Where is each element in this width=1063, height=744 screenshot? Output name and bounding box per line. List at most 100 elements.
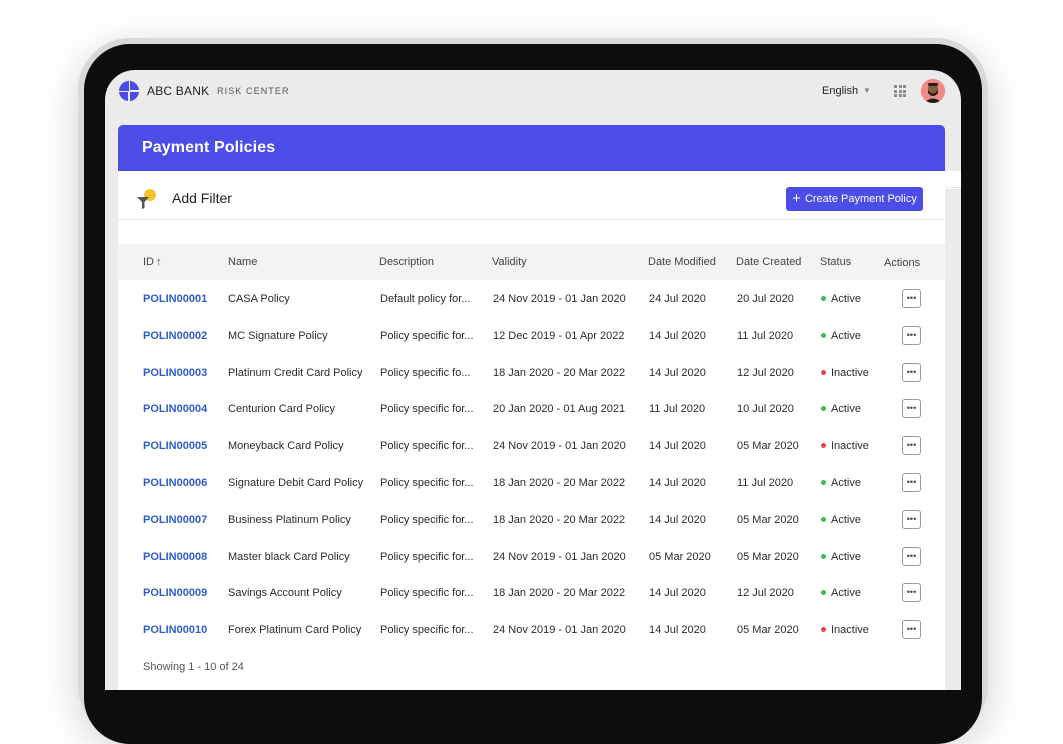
table-row[interactable]: POLIN00010 Forex Platinum Card Policy Po… bbox=[118, 611, 945, 648]
table-row[interactable]: POLIN00003 Platinum Credit Card Policy P… bbox=[118, 354, 945, 391]
bank-logo-icon bbox=[119, 81, 139, 101]
pagination-summary: Showing 1 - 10 of 24 bbox=[143, 661, 244, 673]
policy-validity: 24 Nov 2019 - 01 Jan 2020 bbox=[493, 293, 626, 305]
status-badge: Active bbox=[821, 587, 861, 599]
table-row[interactable]: POLIN00002 MC Signature Policy Policy sp… bbox=[118, 317, 945, 354]
policy-id-link[interactable]: POLIN00003 bbox=[143, 366, 208, 379]
status-badge: Inactive bbox=[821, 367, 869, 379]
policy-id-link[interactable]: POLIN00001 bbox=[143, 293, 208, 305]
row-actions-button[interactable]: ••• bbox=[902, 362, 921, 382]
filter-icon[interactable] bbox=[135, 187, 159, 211]
policy-validity: 18 Jan 2020 - 20 Mar 2022 bbox=[493, 513, 626, 526]
policy-date-created: 11 Jul 2020 bbox=[737, 329, 794, 342]
row-actions-button[interactable]: ••• bbox=[902, 472, 921, 492]
policy-description: Default policy for... bbox=[380, 293, 471, 305]
table-row[interactable]: POLIN00007 Business Platinum Policy Poli… bbox=[118, 501, 945, 538]
status-label: Active bbox=[831, 403, 861, 416]
row-actions-button[interactable]: ••• bbox=[902, 620, 921, 640]
create-payment-policy-button[interactable]: + Create Payment Policy bbox=[786, 187, 923, 211]
apps-grid-icon[interactable] bbox=[894, 85, 906, 97]
table-row[interactable]: POLIN00008 Master black Card Policy Poli… bbox=[118, 538, 945, 575]
policy-date-created: 05 Mar 2020 bbox=[737, 440, 799, 453]
policy-validity: 18 Jan 2020 - 20 Mar 2022 bbox=[493, 587, 626, 600]
status-badge: Active bbox=[821, 293, 861, 305]
policy-date-created: 10 Jul 2020 bbox=[737, 403, 794, 416]
column-header-status[interactable]: Status bbox=[820, 256, 852, 268]
policy-name: MC Signature Policy bbox=[228, 329, 328, 342]
column-header-date-modified[interactable]: Date Modified bbox=[648, 256, 716, 268]
add-filter-button[interactable]: Add Filter bbox=[172, 190, 232, 206]
policy-id-link[interactable]: POLIN00010 bbox=[143, 624, 208, 637]
status-dot-icon bbox=[821, 332, 826, 338]
policy-description: Policy specific fo... bbox=[380, 366, 471, 379]
status-dot-icon bbox=[821, 369, 826, 375]
column-header-date-created[interactable]: Date Created bbox=[736, 256, 802, 268]
app-screen: ABC BANK RISK CENTER English ▼ Payment P… bbox=[105, 70, 961, 690]
filter-bar: Add Filter + Create Payment Policy bbox=[118, 171, 945, 220]
policy-id-link[interactable]: POLIN00002 bbox=[143, 329, 208, 342]
column-header-id[interactable]: ID ↑ bbox=[143, 256, 162, 268]
row-actions-button[interactable]: ••• bbox=[902, 325, 921, 345]
policy-date-modified: 14 Jul 2020 bbox=[649, 513, 706, 526]
table-row[interactable]: POLIN00005 Moneyback Card Policy Policy … bbox=[118, 427, 945, 464]
chevron-down-icon[interactable]: ▼ bbox=[863, 86, 871, 95]
policy-validity: 24 Nov 2019 - 01 Jan 2020 bbox=[493, 440, 626, 453]
status-badge: Active bbox=[821, 330, 861, 342]
policy-description: Policy specific for... bbox=[380, 476, 474, 489]
sort-ascending-icon[interactable]: ↑ bbox=[156, 256, 162, 268]
policy-date-modified: 14 Jul 2020 bbox=[649, 624, 706, 637]
column-header-validity[interactable]: Validity bbox=[492, 256, 527, 268]
policy-date-modified: 14 Jul 2020 bbox=[649, 329, 706, 342]
status-dot-icon bbox=[821, 590, 826, 596]
card-edge bbox=[945, 171, 961, 189]
policy-name: Savings Account Policy bbox=[228, 587, 342, 600]
table-row[interactable]: POLIN00006 Signature Debit Card Policy P… bbox=[118, 464, 945, 501]
policy-name: Moneyback Card Policy bbox=[228, 440, 344, 453]
policy-id-link[interactable]: POLIN00005 bbox=[143, 440, 208, 453]
policy-date-modified: 05 Mar 2020 bbox=[649, 550, 711, 563]
policy-date-modified: 24 Jul 2020 bbox=[649, 293, 706, 305]
row-actions-button[interactable]: ••• bbox=[902, 509, 921, 529]
status-badge: Inactive bbox=[821, 624, 869, 636]
table-row[interactable]: POLIN00009 Savings Account Policy Policy… bbox=[118, 574, 945, 611]
policy-id-link[interactable]: POLIN00008 bbox=[143, 550, 208, 563]
status-label: Active bbox=[831, 587, 861, 600]
status-label: Active bbox=[831, 293, 861, 305]
table-row[interactable]: POLIN00004 Centurion Card Policy Policy … bbox=[118, 390, 945, 427]
policy-validity: 24 Nov 2019 - 01 Jan 2020 bbox=[493, 550, 626, 563]
policy-description: Policy specific for... bbox=[380, 550, 474, 563]
divider bbox=[945, 187, 961, 188]
policy-id-link[interactable]: POLIN00004 bbox=[143, 403, 208, 416]
column-header-name[interactable]: Name bbox=[228, 256, 258, 268]
table-row[interactable]: POLIN00001 CASA Policy Default policy fo… bbox=[118, 280, 945, 317]
policy-validity: 18 Jan 2020 - 20 Mar 2022 bbox=[493, 476, 626, 489]
row-actions-button[interactable]: ••• bbox=[902, 546, 921, 566]
create-payment-policy-label: Create Payment Policy bbox=[804, 193, 917, 205]
product-name: RISK CENTER bbox=[217, 86, 290, 96]
policy-id-link[interactable]: POLIN00007 bbox=[143, 513, 208, 526]
policy-name: Forex Platinum Card Policy bbox=[228, 624, 362, 637]
policy-id-link[interactable]: POLIN00006 bbox=[143, 476, 208, 489]
policy-description: Policy specific for... bbox=[380, 329, 474, 342]
row-actions-button[interactable]: ••• bbox=[902, 436, 921, 456]
row-actions-button[interactable]: ••• bbox=[902, 289, 921, 308]
status-dot-icon bbox=[821, 296, 826, 301]
status-label: Active bbox=[831, 550, 861, 563]
top-bar: ABC BANK RISK CENTER English ▼ bbox=[105, 70, 961, 114]
policy-date-created: 11 Jul 2020 bbox=[737, 476, 794, 489]
status-dot-icon bbox=[821, 406, 826, 412]
user-avatar[interactable] bbox=[921, 79, 945, 103]
language-selector[interactable]: English bbox=[822, 85, 859, 97]
column-header-description[interactable]: Description bbox=[379, 256, 435, 268]
row-actions-button[interactable]: ••• bbox=[902, 583, 921, 603]
policy-date-modified: 11 Jul 2020 bbox=[649, 403, 706, 416]
policy-id-link[interactable]: POLIN00009 bbox=[143, 587, 208, 600]
status-dot-icon bbox=[821, 627, 826, 633]
row-actions-button[interactable]: ••• bbox=[902, 399, 921, 419]
policy-validity: 12 Dec 2019 - 01 Apr 2022 bbox=[493, 329, 625, 342]
status-badge: Inactive bbox=[821, 440, 869, 452]
policy-date-created: 05 Mar 2020 bbox=[737, 513, 799, 526]
column-header-actions: Actions bbox=[884, 257, 921, 269]
table-body: POLIN00001 CASA Policy Default policy fo… bbox=[118, 280, 945, 648]
policy-date-modified: 14 Jul 2020 bbox=[649, 587, 706, 600]
